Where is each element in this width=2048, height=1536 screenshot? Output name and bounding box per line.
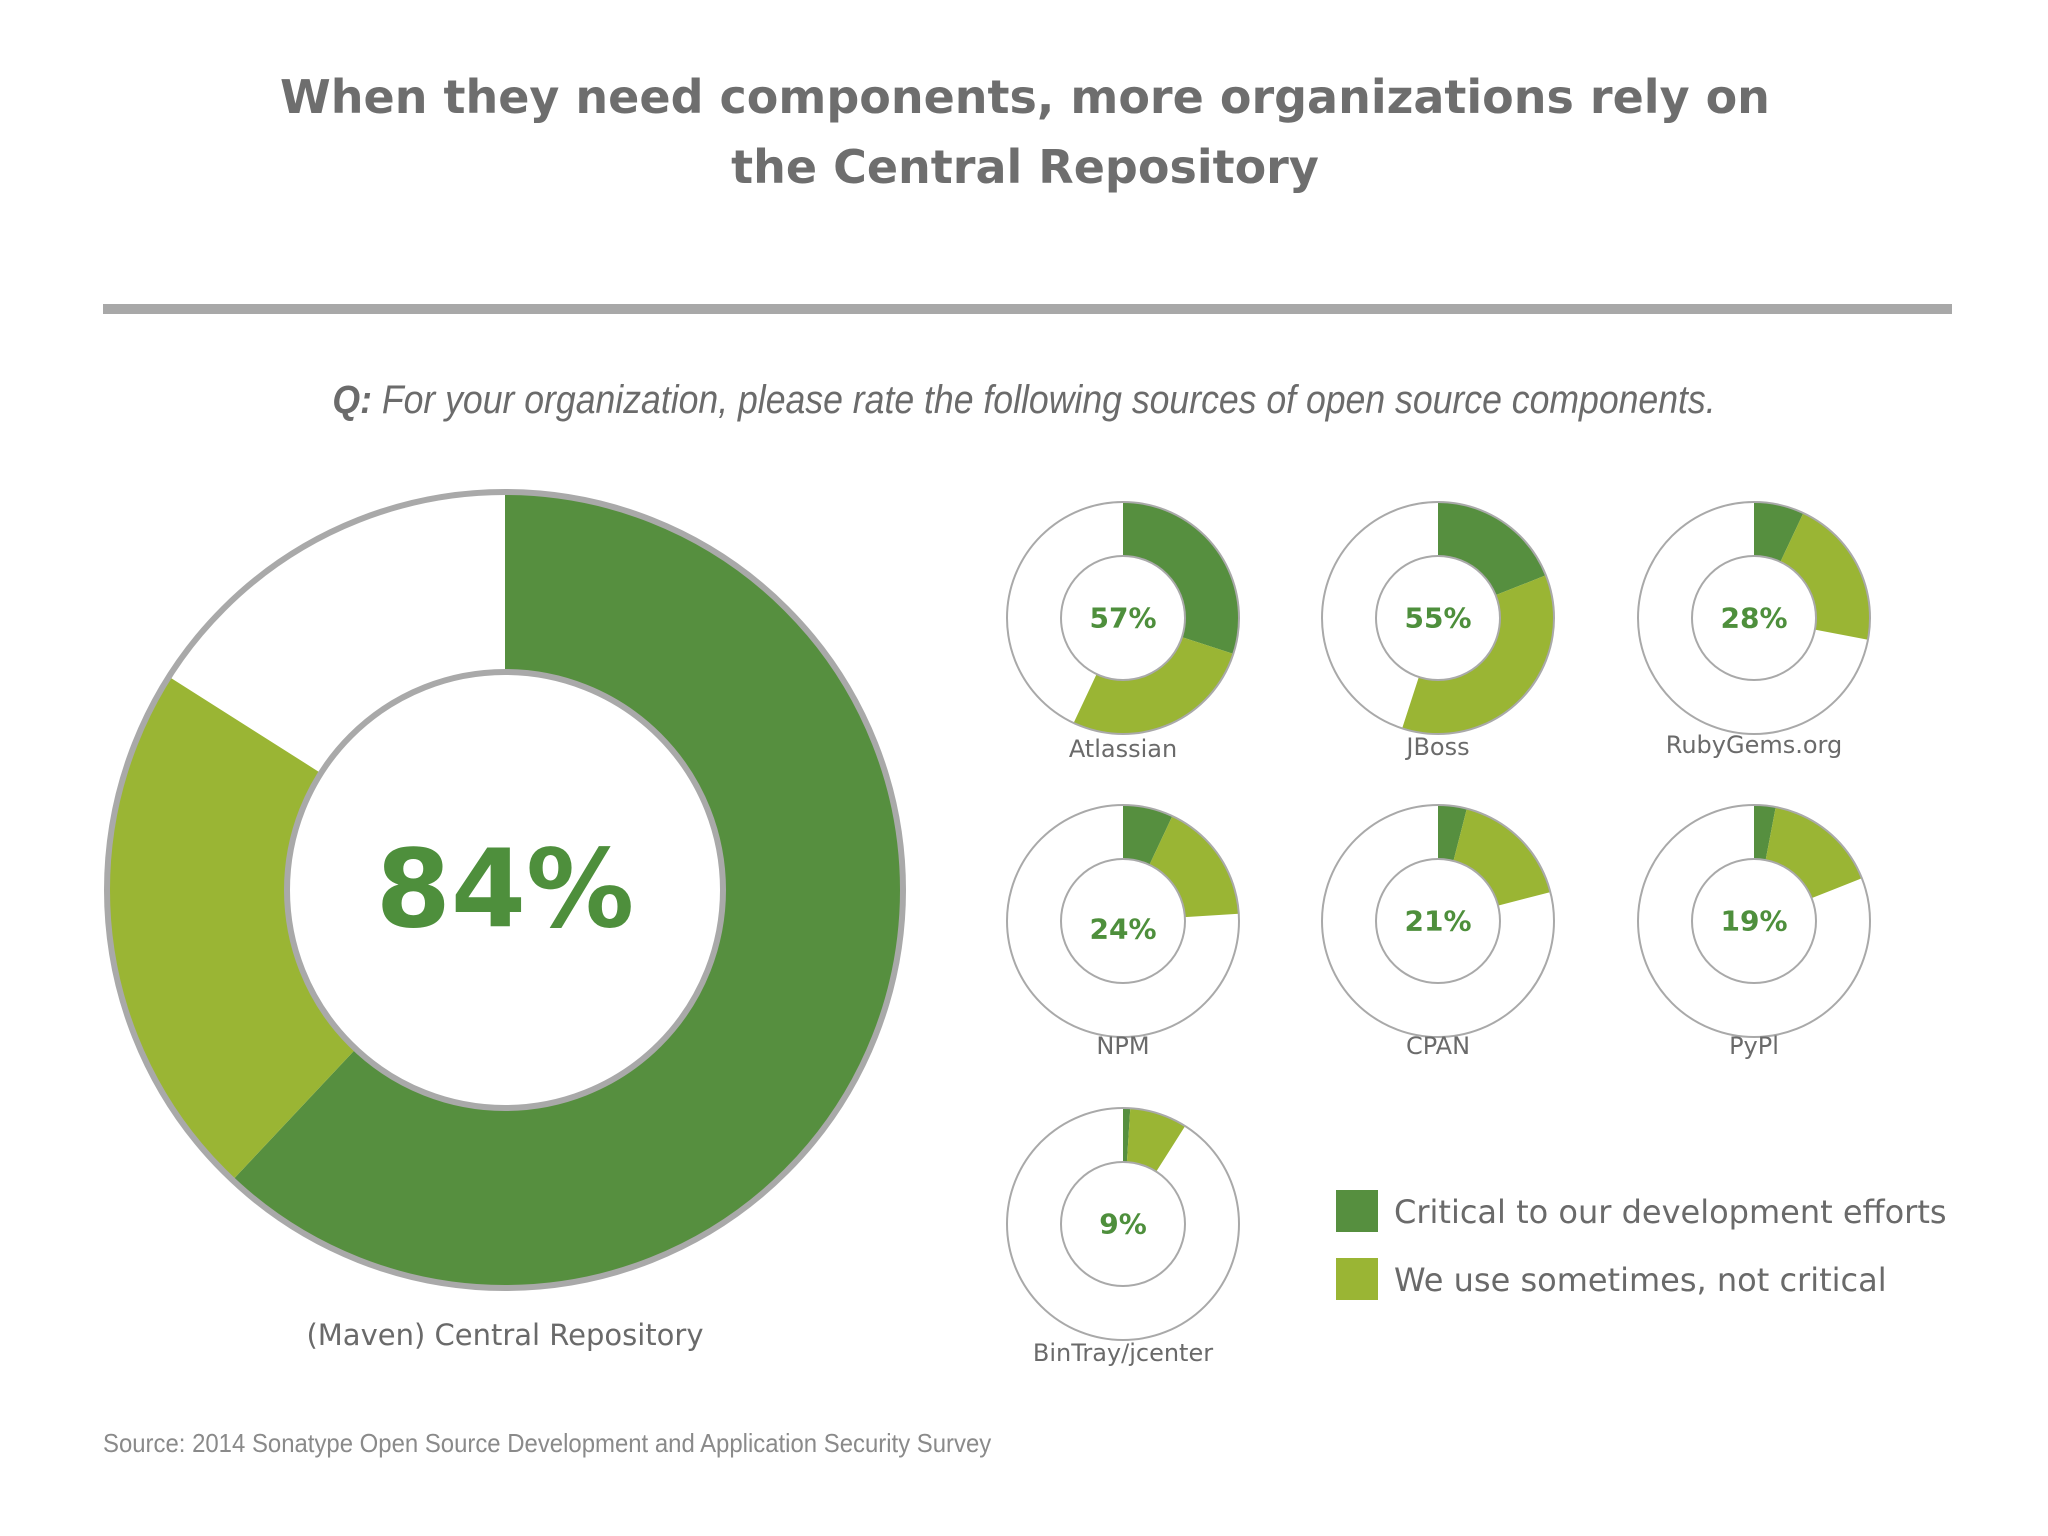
slice-critical (1123, 1108, 1131, 1163)
question-text: For your organization, please rate the f… (381, 378, 1716, 422)
donut-outer-outline (1006, 501, 1240, 735)
percent-label: 84% (376, 828, 635, 953)
percent-label: 24% (1089, 913, 1156, 946)
slice-critical (1754, 805, 1776, 861)
donut-cpan: 21% CPAN (1321, 804, 1555, 1060)
donut-outer-outline (104, 489, 906, 1291)
percent-label: 19% (1720, 905, 1787, 938)
donut-outer-outline (1006, 1107, 1240, 1341)
legend-label-sometimes: We use sometimes, not critical (1394, 1261, 1887, 1299)
legend: Critical to our development efforts We us… (1336, 1190, 1947, 1300)
source-name-label: CPAN (1406, 1032, 1470, 1060)
percent-label: 57% (1089, 602, 1156, 635)
slide-title: When they need components, more organiza… (180, 62, 1870, 202)
slice-sometimes (1780, 513, 1870, 640)
donut-inner-outline (1691, 858, 1817, 984)
title-line-1: When they need components, more organiza… (280, 70, 1770, 124)
donut-outer-outline (1321, 501, 1555, 735)
source-name-label: Atlassian (1069, 735, 1177, 763)
source-name-label: RubyGems.org (1666, 731, 1842, 759)
donut-pypl: 19% PyPl (1637, 804, 1871, 1060)
source-name-label: (Maven) Central Repository (306, 1318, 703, 1352)
legend-item-critical: Critical to our development efforts (1336, 1190, 1947, 1232)
slice-sometimes (1126, 1108, 1186, 1172)
donut-outer-outline (1006, 804, 1240, 1038)
legend-item-sometimes: We use sometimes, not critical (1336, 1258, 1887, 1300)
legend-swatch-critical (1336, 1190, 1378, 1232)
slice-critical (1754, 502, 1804, 562)
percent-label: 55% (1404, 602, 1471, 635)
donut-inner-outline (1375, 555, 1501, 681)
source-name-label: BinTray/jcenter (1033, 1339, 1213, 1367)
slice-sometimes (1149, 816, 1239, 918)
percent-label: 28% (1720, 602, 1787, 635)
slice-critical (1123, 805, 1173, 865)
donut-inner-outline (1060, 1161, 1186, 1287)
slice-critical (1123, 502, 1239, 654)
source-name-label: JBoss (1404, 733, 1469, 761)
survey-question: Q: For your organization, please rate th… (113, 378, 1936, 423)
title-line-2: the Central Repository (731, 140, 1319, 194)
donut-group: 84% (Maven) Central Repository 57% Atlassia… (104, 489, 1871, 1367)
donut-rubygems-org: 28% RubyGems.org (1637, 501, 1871, 759)
donut-jboss: 55% JBoss (1321, 501, 1555, 761)
slice-critical (1438, 805, 1467, 861)
legend-label-critical: Critical to our development efforts (1394, 1193, 1947, 1231)
donut-maven-central-repository: 84% (Maven) Central Repository (104, 489, 906, 1352)
donut-npm: 24% NPM (1006, 804, 1240, 1060)
percent-label: 21% (1404, 905, 1471, 938)
donut-atlassian: 57% Atlassian (1006, 501, 1240, 763)
donut-inner-outline (1060, 555, 1186, 681)
donut-inner-outline (284, 669, 726, 1111)
source-name-label: PyPl (1729, 1032, 1779, 1060)
source-note: Source: 2014 Sonatype Open Source Develo… (103, 1428, 992, 1458)
source-name-label: NPM (1096, 1032, 1149, 1060)
slice-critical (232, 492, 904, 1288)
legend-swatch-sometimes (1336, 1258, 1378, 1300)
slice-sometimes (1453, 808, 1551, 906)
donut-outer-outline (1321, 804, 1555, 1038)
donut-outer-outline (1637, 804, 1871, 1038)
donut-background (1006, 1108, 1239, 1340)
slice-sometimes (106, 676, 356, 1181)
slice-critical (1438, 502, 1546, 596)
question-prefix: Q: (332, 378, 372, 422)
donut-inner-outline (1691, 555, 1817, 681)
donut-outer-outline (1637, 501, 1871, 735)
slice-sometimes (1402, 575, 1555, 734)
donut-inner-outline (1060, 858, 1186, 984)
percent-label: 9% (1099, 1208, 1147, 1241)
donut-inner-outline (1375, 858, 1501, 984)
donut-bintray-jcenter: 9% BinTray/jcenter (1006, 1107, 1240, 1367)
slice-sometimes (1765, 807, 1862, 899)
title-divider (103, 304, 1952, 314)
